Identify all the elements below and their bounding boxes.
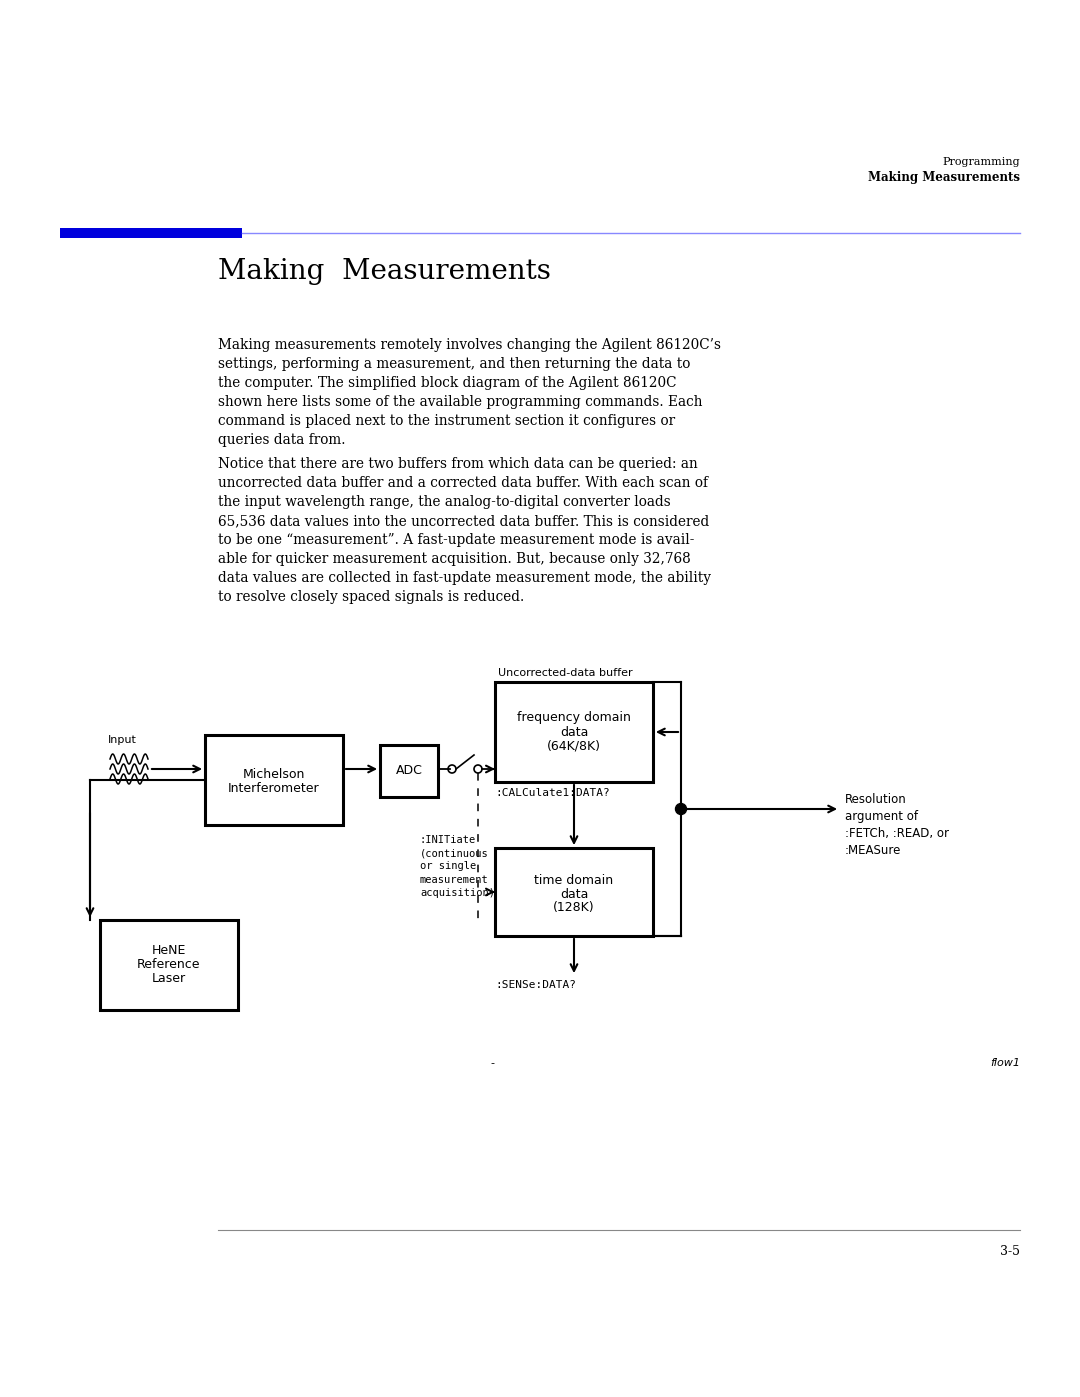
Bar (380, 745, 438, 798)
Text: uncorrected data buffer and a corrected data buffer. With each scan of: uncorrected data buffer and a corrected … (218, 476, 708, 490)
Text: data values are collected in fast-update measurement mode, the ability: data values are collected in fast-update… (218, 571, 711, 585)
Text: Michelson: Michelson (243, 767, 306, 781)
Text: :CALCulate1:DATA?: :CALCulate1:DATA? (495, 788, 610, 798)
Text: (128K): (128K) (553, 901, 595, 915)
Bar (495, 848, 653, 936)
Text: to be one “measurement”. A fast-update measurement mode is avail-: to be one “measurement”. A fast-update m… (218, 534, 694, 548)
Text: :INITiate
(continuous
or single
measurement
acquisition): :INITiate (continuous or single measurem… (420, 835, 495, 898)
Text: Interferometer: Interferometer (228, 781, 320, 795)
Text: ADC: ADC (395, 764, 422, 778)
Text: (64K/8K): (64K/8K) (546, 739, 600, 753)
Text: Resolution
argument of
:FETCh, :READ, or
:MEASure: Resolution argument of :FETCh, :READ, or… (845, 793, 949, 856)
Text: Reference: Reference (137, 958, 201, 971)
Text: Programming: Programming (943, 156, 1020, 168)
Text: the input wavelength range, the analog-to-digital converter loads: the input wavelength range, the analog-t… (218, 495, 671, 509)
Text: -: - (490, 1058, 494, 1067)
Text: HeNE: HeNE (152, 944, 186, 957)
Text: data: data (559, 725, 589, 739)
Text: Laser: Laser (152, 972, 186, 985)
Text: able for quicker measurement acquisition. But, because only 32,768: able for quicker measurement acquisition… (218, 552, 691, 566)
Bar (205, 735, 343, 826)
Text: Uncorrected-data buffer: Uncorrected-data buffer (498, 668, 633, 678)
Text: command is placed next to the instrument section it configures or: command is placed next to the instrument… (218, 414, 675, 427)
Text: Making Measurements: Making Measurements (868, 170, 1020, 184)
Bar (495, 682, 653, 782)
Text: Input: Input (108, 735, 137, 745)
Text: shown here lists some of the available programming commands. Each: shown here lists some of the available p… (218, 395, 702, 409)
Text: Notice that there are two buffers from which data can be queried: an: Notice that there are two buffers from w… (218, 457, 698, 471)
Text: Making measurements remotely involves changing the Agilent 86120C’s: Making measurements remotely involves ch… (218, 338, 721, 352)
Text: 3-5: 3-5 (1000, 1245, 1020, 1259)
Text: to resolve closely spaced signals is reduced.: to resolve closely spaced signals is red… (218, 590, 524, 604)
Bar (100, 921, 238, 1010)
Text: Making  Measurements: Making Measurements (218, 258, 551, 285)
Text: settings, performing a measurement, and then returning the data to: settings, performing a measurement, and … (218, 358, 690, 372)
Text: the computer. The simplified block diagram of the Agilent 86120C: the computer. The simplified block diagr… (218, 376, 676, 390)
Text: time domain: time domain (535, 873, 613, 887)
Text: flow1: flow1 (990, 1058, 1020, 1067)
Text: :SENSe:DATA?: :SENSe:DATA? (495, 981, 576, 990)
Circle shape (675, 803, 687, 814)
Text: data: data (559, 887, 589, 901)
Bar (60, 228, 242, 237)
Text: queries data from.: queries data from. (218, 433, 346, 447)
Text: frequency domain: frequency domain (517, 711, 631, 725)
Text: 65,536 data values into the uncorrected data buffer. This is considered: 65,536 data values into the uncorrected … (218, 514, 710, 528)
